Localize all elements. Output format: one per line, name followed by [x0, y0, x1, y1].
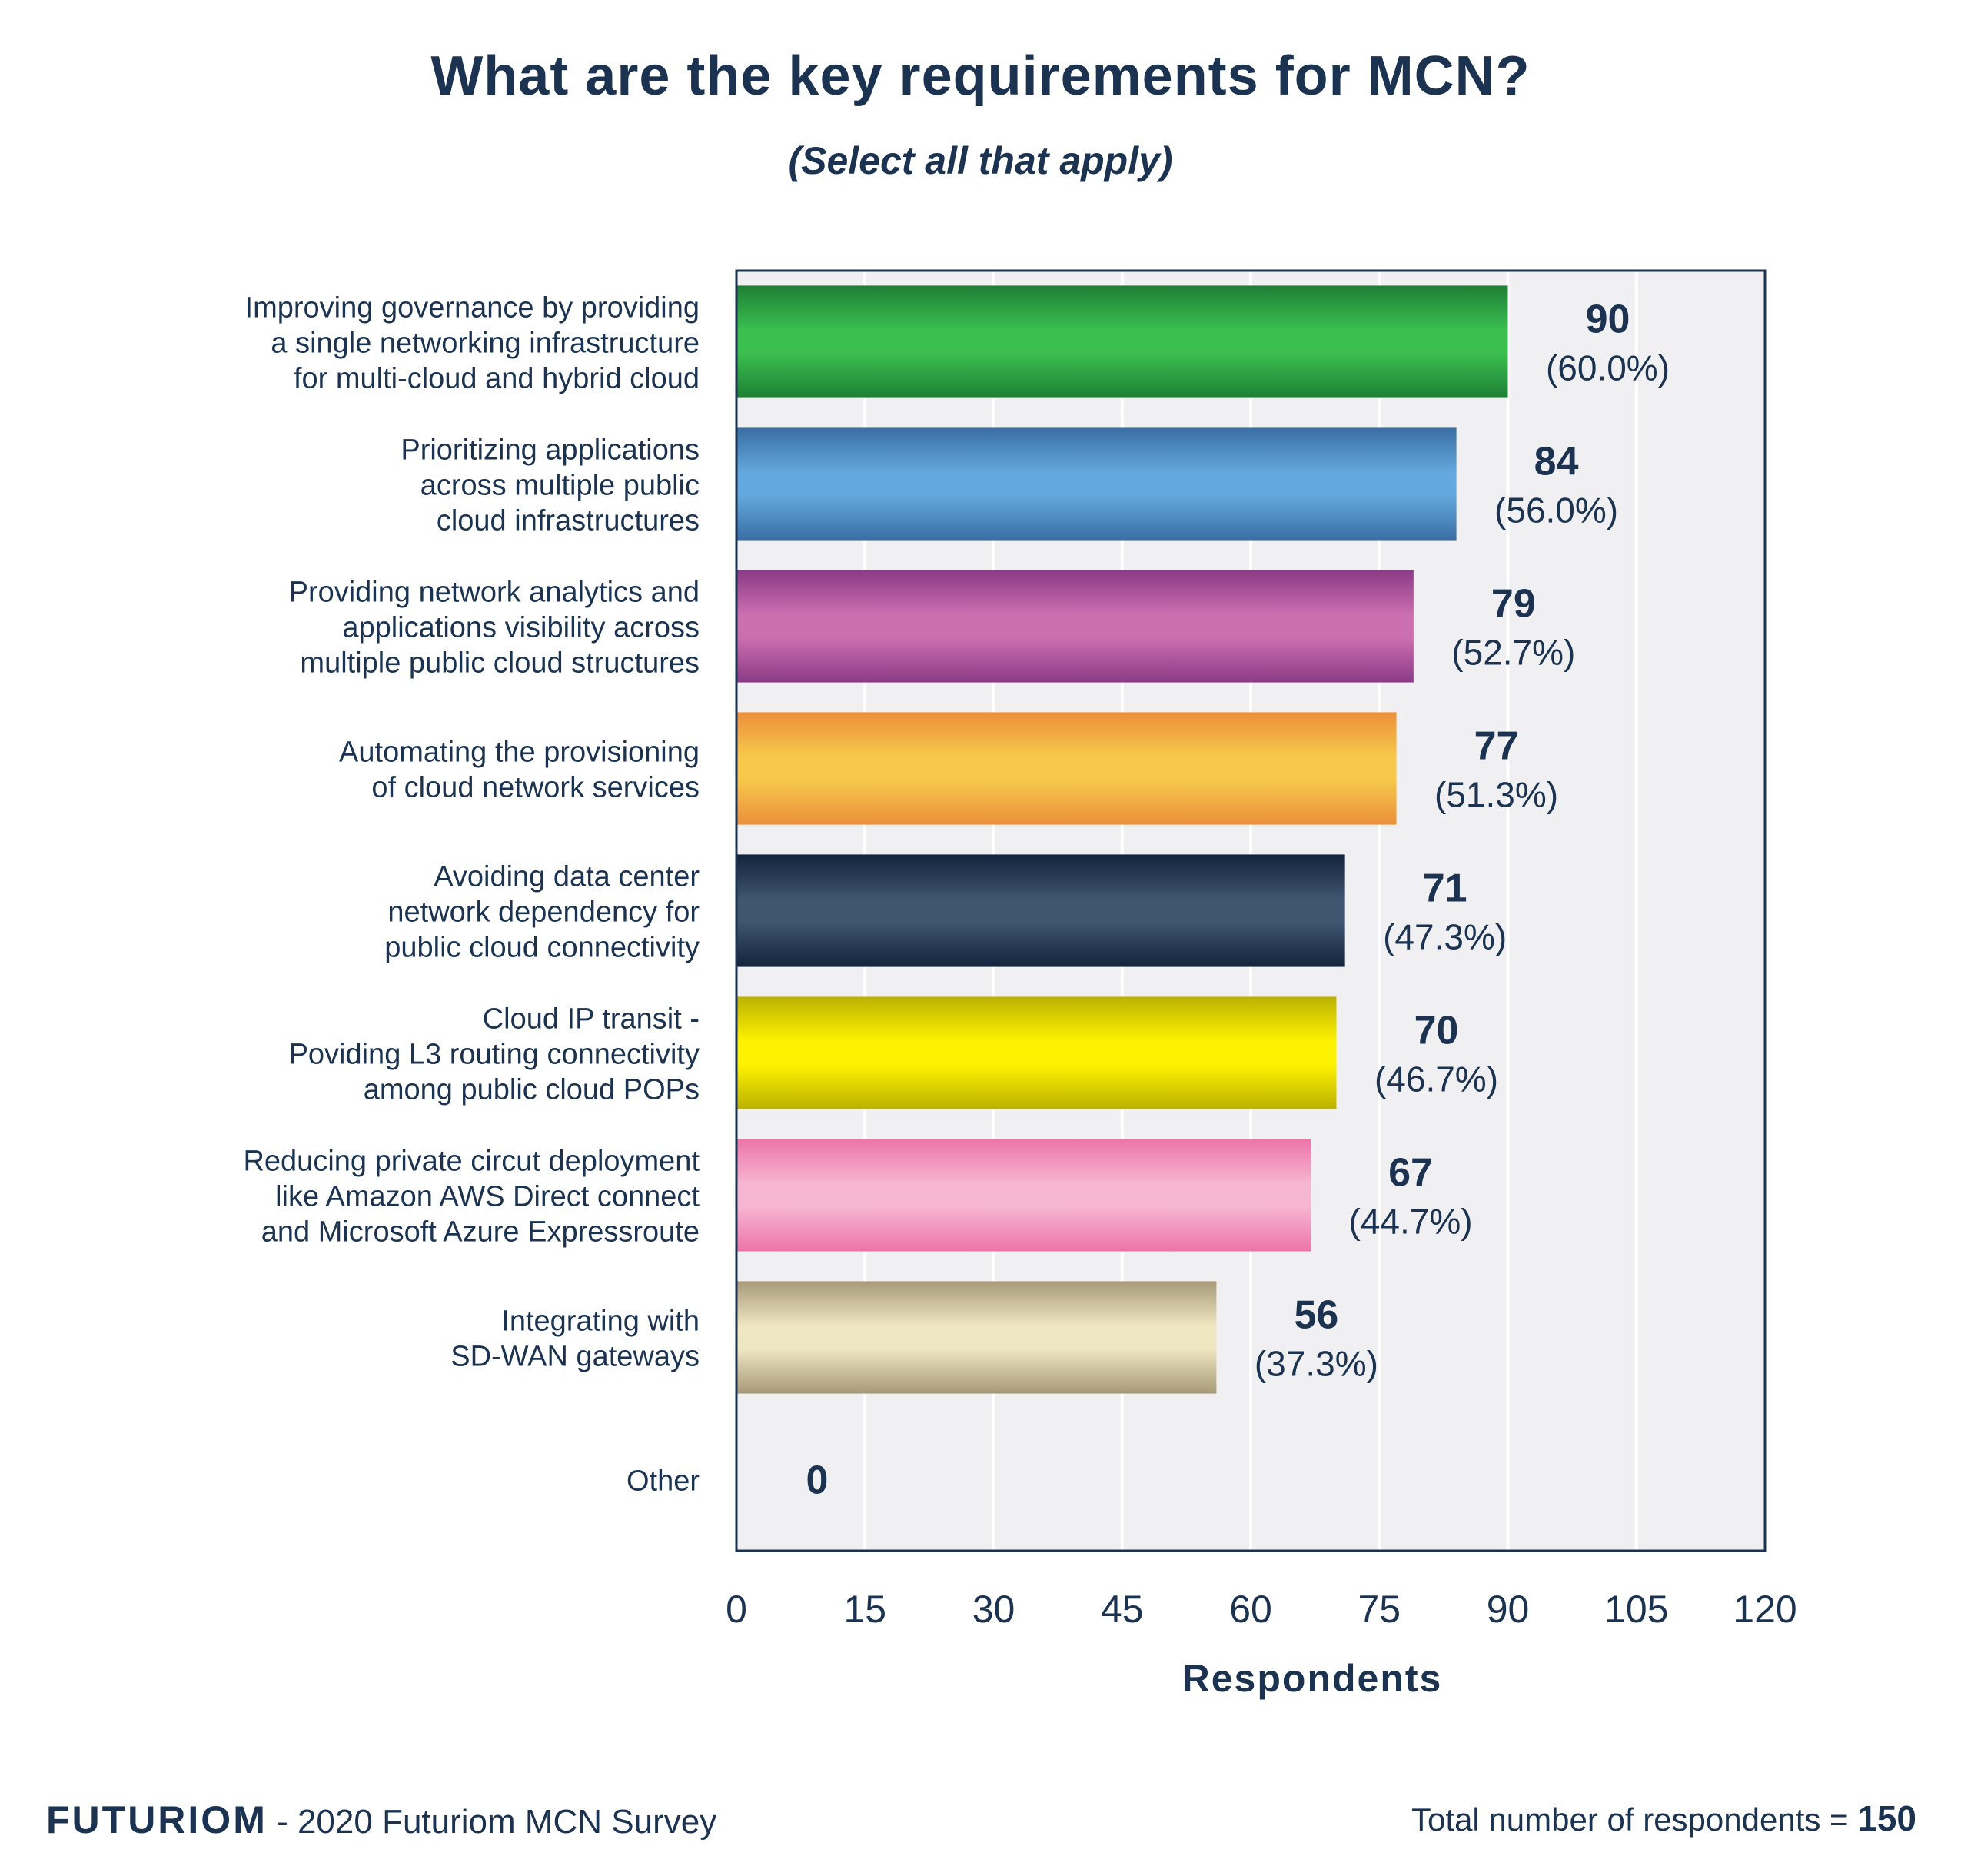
category-label: Avoiding data center: [434, 861, 700, 893]
value-label: 84: [1534, 440, 1579, 484]
x-tick-label: 105: [1604, 1588, 1668, 1631]
value-label: 0: [806, 1459, 829, 1503]
x-tick-label: 30: [972, 1588, 1015, 1631]
percent-label: (44.7%): [1349, 1202, 1473, 1242]
total-respondents-value: 150: [1857, 1798, 1916, 1838]
category-label: for multi-cloud and hybrid cloud: [294, 363, 700, 395]
category-label: Other: [627, 1465, 700, 1498]
category-label: Automating the provisioning: [339, 737, 700, 769]
x-tick-label: 0: [726, 1588, 747, 1631]
x-tick-label: 60: [1229, 1588, 1272, 1631]
percent-label: (60.0%): [1546, 348, 1670, 388]
category-label: and Microsoft Azure Expressroute: [261, 1216, 700, 1249]
category-label: a single networking infrastructure: [271, 328, 700, 360]
category-label: Poviding L3 routing connectivity: [289, 1039, 700, 1071]
footer-total: Total number of respondents = 150: [1411, 1798, 1916, 1839]
value-label: 56: [1294, 1293, 1338, 1338]
futuriom-logo: FUTURIOM: [46, 1798, 268, 1841]
percent-label: (51.3%): [1434, 775, 1558, 815]
category-label: like Amazon AWS Direct connect: [275, 1181, 700, 1213]
percent-label: (37.3%): [1255, 1344, 1378, 1384]
value-label: 90: [1586, 298, 1630, 342]
bar: [736, 996, 1337, 1109]
total-respondents-label: Total number of respondents =: [1411, 1801, 1849, 1838]
value-labels: 90 (60.0%) 84 (56.0%) 79 (52.7%) 77 (51.3%) 71 (4…: [806, 298, 1670, 1503]
chart-title: What are the key requirements for MCN?: [430, 45, 1531, 107]
category-label: Providing network analytics and: [289, 577, 700, 609]
value-label: 77: [1474, 724, 1519, 769]
category-label: network dependency for: [387, 896, 700, 929]
category-label: cloud infrastructures: [437, 505, 700, 537]
chart-subtitle: (Select all that apply): [788, 139, 1173, 182]
value-label: 70: [1414, 1009, 1459, 1053]
percent-label: (47.3%): [1383, 917, 1507, 957]
x-tick-label: 45: [1101, 1588, 1144, 1631]
x-axis-label: Respondents: [1182, 1657, 1443, 1700]
category-label: across multiple public: [420, 470, 700, 502]
category-labels: Improving governance by providing a singl…: [243, 292, 700, 1498]
bar: [736, 1281, 1217, 1394]
bar: [736, 285, 1508, 398]
bar: [736, 427, 1457, 541]
category-label: Cloud IP transit -: [483, 1003, 700, 1036]
value-label: 71: [1423, 866, 1467, 911]
percent-label: (46.7%): [1374, 1059, 1498, 1099]
category-label: Reducing private circut deployment: [243, 1146, 700, 1178]
x-tick-label: 90: [1487, 1588, 1530, 1631]
category-label: SD-WAN gateways: [450, 1341, 700, 1373]
percent-label: (52.7%): [1451, 633, 1575, 673]
category-label: Prioritizing applications: [401, 434, 700, 467]
category-label: among public cloud POPs: [364, 1074, 700, 1106]
category-label: applications visibility across: [342, 612, 700, 644]
footer-source: FUTURIOM - 2020 Futuriom MCN Survey: [46, 1798, 716, 1842]
x-tick-label: 120: [1733, 1588, 1796, 1631]
category-label: of cloud network services: [371, 772, 700, 804]
bar: [736, 570, 1414, 683]
percent-label: (56.0%): [1494, 491, 1618, 531]
value-label: 79: [1491, 582, 1536, 627]
value-label: 67: [1388, 1151, 1433, 1196]
x-tick-label: 15: [843, 1588, 886, 1631]
bar: [736, 712, 1397, 825]
bar: [736, 1139, 1311, 1252]
plot-frame: [735, 269, 1767, 1552]
x-tick-labels: 0 15 30 45 60 75 90 105 120: [726, 1588, 1797, 1631]
category-label: public cloud connectivity: [384, 932, 700, 964]
survey-source: - 2020 Futuriom MCN Survey: [277, 1803, 717, 1841]
bar: [736, 854, 1345, 967]
category-label: multiple public cloud structures: [300, 647, 700, 680]
bars: [736, 285, 1508, 1394]
x-tick-label: 75: [1358, 1588, 1401, 1631]
category-label: Improving governance by providing: [245, 292, 700, 324]
category-label: Integrating with: [501, 1306, 700, 1338]
